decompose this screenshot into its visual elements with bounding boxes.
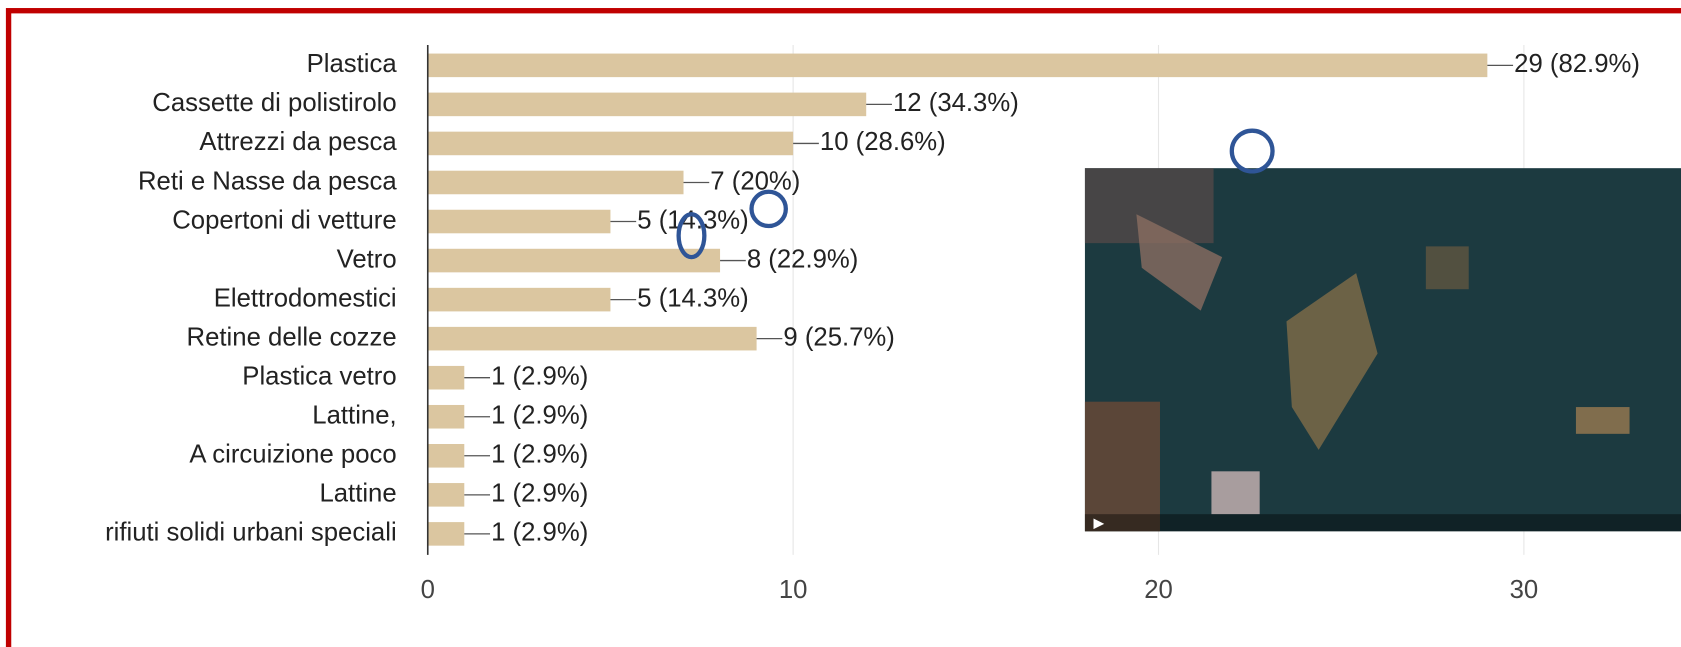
data-label: 1 (2.9%) (491, 441, 588, 469)
data-label: 1 (2.9%) (491, 363, 588, 391)
y-tick-label: Lattine (319, 480, 396, 508)
bar (427, 248, 721, 273)
data-label: 5 (14.3%) (637, 206, 748, 234)
plot-area: 0 10 20 30 Plastica 29 (82.9%) Cassette di pol… (105, 44, 1640, 604)
bar (427, 365, 465, 390)
y-tick-label: Elettrodomestici (214, 284, 397, 312)
y-tick-label: A circuizione poco (189, 441, 396, 469)
y-tick-label: Plastica vetro (242, 363, 396, 391)
bar (427, 522, 465, 546)
x-tick-label: 0 (421, 576, 435, 604)
video-thumbnail[interactable] (1084, 168, 1681, 532)
y-tick-label: Cassette di polistirolo (152, 89, 396, 117)
bar (427, 53, 1488, 78)
bar (427, 209, 611, 234)
frame (5, 8, 1681, 647)
data-label: 12 (34.3%) (893, 89, 1019, 117)
data-label: 5 (14.3%) (637, 284, 748, 312)
data-label: 10 (28.6%) (820, 128, 946, 156)
data-label: 29 (82.9%) (1514, 50, 1640, 78)
y-tick-label: Attrezzi da pesca (199, 128, 397, 156)
y-tick-label: Reti e Nasse da pesca (138, 167, 397, 195)
data-label: 8 (22.9%) (747, 245, 858, 273)
annotation-marks (676, 128, 1275, 260)
bar (427, 170, 684, 195)
y-tick-label: Copertoni di vetture (172, 206, 396, 234)
x-tick-label: 20 (1144, 576, 1173, 604)
bar (427, 131, 794, 156)
bar (427, 287, 611, 312)
data-label: 7 (20%) (710, 167, 800, 195)
y-tick-label: Vetro (337, 245, 397, 273)
bar (427, 92, 867, 117)
data-label: 9 (25.7%) (783, 323, 894, 351)
data-label: 1 (2.9%) (491, 519, 588, 547)
x-tick-label: 30 (1510, 576, 1539, 604)
y-tick-label: Lattine, (312, 402, 396, 430)
y-tick-label: Retine delle cozze (187, 323, 397, 351)
bar (427, 326, 757, 351)
y-tick-label: Plastica (307, 50, 398, 78)
data-label: 1 (2.9%) (491, 402, 588, 430)
bar (427, 483, 465, 507)
x-tick-label: 10 (779, 576, 808, 604)
data-label: 1 (2.9%) (491, 480, 588, 508)
bar (427, 404, 465, 429)
y-tick-label: rifiuti solidi urbani speciali (105, 519, 397, 547)
bar (427, 444, 465, 468)
